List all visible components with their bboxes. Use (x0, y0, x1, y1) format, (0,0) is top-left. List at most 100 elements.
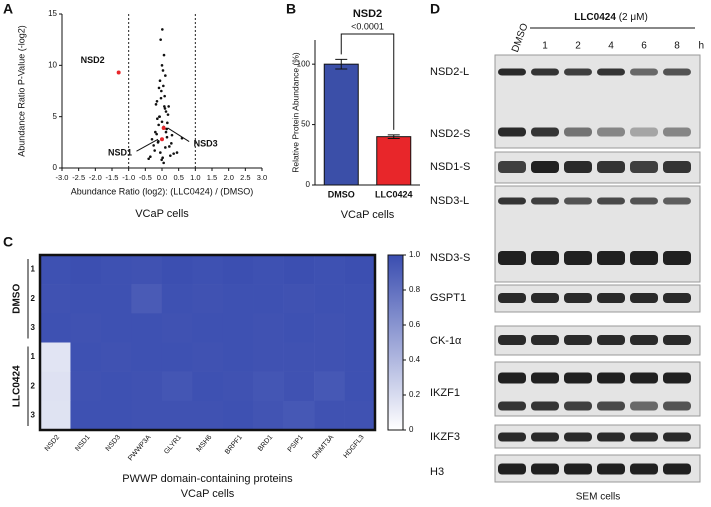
blot-band (531, 372, 559, 384)
caption: VCaP cells (341, 209, 395, 221)
point (159, 96, 163, 100)
blot-band (498, 432, 526, 442)
point (162, 84, 165, 88)
heatmap-cell (253, 371, 284, 402)
point (169, 154, 172, 157)
heatmap-cell (40, 255, 71, 285)
colorbar (387, 254, 404, 431)
row-label: 2 (31, 294, 36, 303)
point (167, 105, 170, 108)
heatmap-cell (192, 255, 224, 285)
heatmap-cell (344, 342, 376, 372)
group-label: DMSO (12, 284, 23, 314)
heatmap-cell (40, 313, 71, 343)
blot-band (498, 463, 526, 475)
blot-band (531, 251, 559, 265)
heatmap-cell (344, 255, 376, 285)
blot-band (663, 372, 691, 384)
heatmap-cell (100, 255, 132, 285)
blot-band (564, 401, 592, 411)
caption: VCaP cells (181, 488, 235, 500)
blot-band (630, 372, 658, 384)
heatmap-cell (70, 284, 102, 314)
blot-band (663, 463, 691, 475)
point (162, 161, 165, 165)
point (164, 74, 167, 77)
blot-band (597, 197, 625, 205)
error-bar (387, 134, 400, 139)
blot-band (630, 251, 658, 265)
annotation-arrow (167, 127, 190, 142)
heatmap-border (38, 253, 377, 432)
blot-band (531, 127, 559, 137)
heatmap-cell (40, 371, 71, 402)
blot-band (564, 127, 592, 137)
heatmap-cell (222, 342, 254, 372)
point (160, 158, 163, 162)
point (165, 135, 169, 139)
y-tick-label: 0 (53, 163, 58, 172)
blot-band (564, 68, 592, 76)
heatmap-cell (70, 255, 102, 285)
row-label: IKZF3 (430, 431, 460, 443)
heatmap-cell (100, 313, 132, 343)
heatmap-cell (344, 313, 376, 343)
blot-band (498, 251, 526, 265)
blot-band (498, 127, 526, 137)
blot-band (663, 432, 691, 442)
heatmap-cell (314, 255, 345, 285)
blot-band (564, 197, 592, 205)
heatmap-cell (131, 313, 163, 343)
heatmap-cell (70, 342, 102, 372)
blot-band (663, 197, 691, 205)
y-tick-label: 15 (48, 9, 57, 18)
blot-band (531, 463, 559, 475)
blot-band (564, 372, 592, 384)
row-label: 1 (31, 352, 36, 361)
point (163, 94, 166, 98)
heatmap-cell (100, 371, 132, 402)
colorbar-tick-label: 0.2 (409, 390, 421, 399)
column-label: BRD1 (257, 434, 274, 453)
blot-band (630, 401, 658, 411)
blot-band (597, 251, 625, 265)
x-tick-label: 1.5 (207, 173, 217, 182)
colorbar-tick-label: 0.4 (409, 355, 421, 364)
heatmap-cell (314, 284, 345, 314)
caption: VCaP cells (135, 208, 189, 220)
point (156, 117, 159, 121)
blot-band (498, 161, 526, 173)
point (160, 120, 164, 124)
point (157, 86, 161, 90)
heatmap-cell (131, 400, 163, 431)
blot-band (597, 127, 625, 137)
point (168, 145, 171, 148)
blot-band (630, 197, 658, 205)
row-label: IKZF1 (430, 387, 460, 399)
heatmap-cell (192, 313, 224, 343)
x-tick-label: 0.0 (157, 173, 167, 182)
heatmap-cell (222, 400, 254, 431)
x-tick-label: DMSO (328, 189, 355, 199)
blot-band (597, 372, 625, 384)
heatmap-cell (283, 255, 315, 285)
heatmap-cell (283, 284, 315, 314)
blot-band (597, 432, 625, 442)
group-label: LLC0424 (12, 365, 23, 407)
highlight-point (116, 70, 121, 75)
row-label: NSD3-S (430, 252, 470, 264)
blot-band (531, 68, 559, 76)
blot-band (663, 68, 691, 76)
point (154, 130, 157, 134)
row-label: NSD2-S (430, 128, 470, 140)
heatmap-cell (70, 400, 102, 431)
x-tick-label: 2.5 (240, 173, 250, 182)
heatmap-cell (161, 284, 193, 314)
row-label: H3 (430, 466, 444, 478)
error-bar (335, 58, 348, 70)
blot-band (531, 161, 559, 173)
bar (376, 136, 412, 186)
heatmap-cell (100, 342, 132, 372)
heatmap-cell (131, 371, 163, 402)
